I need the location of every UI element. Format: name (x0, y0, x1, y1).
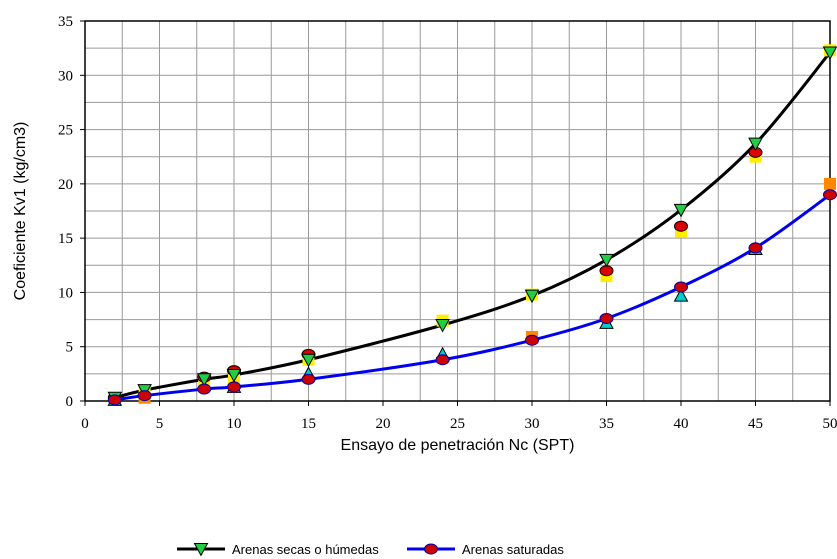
legend-label: Arenas saturadas (462, 542, 564, 557)
data-point (227, 381, 241, 393)
series-markers (107, 44, 837, 406)
x-tick-label: 25 (450, 416, 465, 432)
data-point (196, 373, 212, 387)
x-tick-label: 50 (823, 416, 837, 432)
x-tick-label: 5 (156, 416, 164, 432)
data-point (599, 253, 614, 268)
data-point (674, 281, 688, 293)
data-point (435, 319, 450, 333)
y-tick-label: 5 (66, 340, 74, 356)
data-point (226, 368, 242, 383)
y-tick-label: 10 (58, 285, 73, 301)
data-point (599, 312, 614, 324)
x-tick-label: 15 (301, 416, 316, 432)
x-tick-label: 35 (599, 416, 614, 432)
data-point (525, 334, 539, 346)
data-point (197, 383, 212, 395)
x-tick-label: 45 (748, 416, 763, 432)
y-tick-label: 20 (58, 177, 73, 193)
data-point (524, 289, 540, 304)
data-point (822, 46, 837, 61)
series-lines (114, 51, 832, 402)
x-tick-label: 30 (525, 416, 540, 432)
legend-label: Arenas secas o húmedas (232, 542, 379, 557)
data-point (137, 390, 152, 402)
y-ticks: 0 5 10 15 20 25 30 35 (58, 14, 85, 410)
data-point (824, 177, 836, 190)
legend-swatch-marker (424, 543, 438, 555)
data-point (107, 394, 122, 406)
legend: Arenas secas o húmedas Arenas saturadas (177, 542, 564, 557)
x-tick-label: 0 (81, 416, 89, 432)
y-tick-label: 30 (58, 68, 73, 84)
data-point (673, 288, 689, 302)
data-point (673, 203, 689, 218)
data-point (674, 220, 688, 232)
legend-item: Arenas secas o húmedas (177, 542, 379, 557)
grid (84, 20, 831, 402)
x-tick-label: 10 (227, 416, 242, 432)
x-ticks: 0 5 10 15 20 25 30 35 40 45 50 (81, 401, 837, 432)
y-tick-label: 0 (66, 394, 74, 410)
legend-swatch-marker (193, 543, 209, 557)
data-point (301, 373, 316, 385)
x-axis-title: Ensayo de penetración Nc (SPT) (341, 437, 575, 454)
x-tick-label: 40 (674, 416, 689, 432)
y-tick-label: 25 (58, 123, 73, 139)
data-point (748, 242, 763, 254)
x-tick-label: 20 (376, 416, 391, 432)
legend-item: Arenas saturadas (407, 542, 564, 557)
y-axis-title: Coeficiente Kv1 (kg/cm3) (12, 122, 29, 301)
data-point (435, 354, 450, 366)
data-point (823, 189, 837, 201)
data-point (301, 353, 316, 368)
series-line (114, 193, 831, 402)
y-tick-label: 35 (58, 14, 73, 30)
series-line (114, 51, 832, 400)
y-tick-label: 15 (58, 231, 73, 247)
data-point (748, 137, 763, 152)
